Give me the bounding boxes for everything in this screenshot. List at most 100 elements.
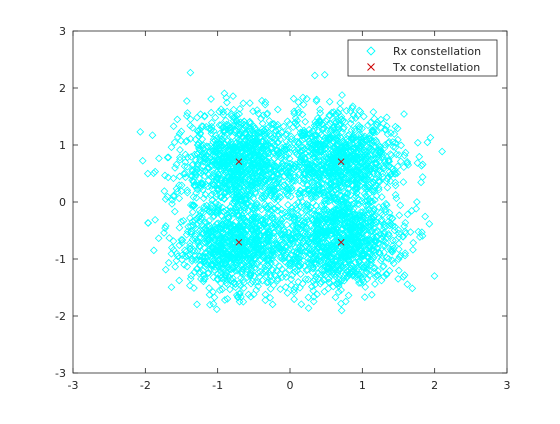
legend: Rx constellation Tx constellation (347, 39, 498, 77)
rx-point (370, 267, 379, 276)
rx-point (226, 220, 235, 228)
rx-point (186, 222, 195, 230)
rx-point (399, 273, 408, 281)
rx-point (230, 166, 239, 174)
rx-point (214, 223, 223, 232)
rx-point (208, 262, 217, 270)
rx-point (344, 255, 353, 263)
rx-point (305, 249, 314, 257)
rx-point (385, 208, 394, 217)
rx-point (148, 131, 157, 140)
rx-point (206, 300, 214, 309)
rx-point (365, 135, 373, 144)
rx-point (208, 231, 217, 240)
rx-point (208, 208, 216, 217)
rx-point (232, 126, 240, 135)
rx-point (183, 227, 192, 236)
rx-point (417, 161, 426, 170)
rx-point (238, 201, 247, 210)
rx-point (373, 118, 382, 127)
rx-point (354, 254, 363, 263)
rx-point (216, 245, 225, 253)
rx-point (271, 179, 280, 188)
rx-point (262, 161, 270, 170)
rx-point (217, 193, 226, 202)
rx-point (315, 157, 324, 165)
rx-point (340, 149, 348, 158)
rx-point (352, 136, 361, 145)
rx-point (371, 263, 379, 272)
rx-point (312, 233, 321, 242)
rx-point (340, 145, 348, 154)
rx-point (206, 191, 215, 200)
rx-point (244, 243, 252, 252)
rx-point (318, 247, 326, 256)
rx-point (281, 252, 289, 260)
rx-point (223, 136, 231, 145)
rx-point (270, 239, 279, 248)
rx-point (226, 140, 235, 149)
rx-point (317, 277, 326, 286)
rx-point (351, 192, 360, 201)
rx-point (238, 196, 246, 205)
rx-point (312, 120, 321, 129)
rx-point (389, 244, 398, 253)
rx-point (234, 293, 242, 302)
rx-point (207, 162, 216, 171)
rx-point (322, 227, 331, 236)
rx-point (349, 225, 357, 234)
rx-point (355, 125, 364, 133)
rx-point (205, 147, 214, 156)
rx-point (314, 244, 323, 252)
rx-point (273, 202, 282, 211)
rx-point (394, 275, 403, 283)
rx-point (318, 147, 326, 156)
rx-point (387, 163, 396, 172)
rx-point (239, 261, 248, 269)
rx-point (223, 107, 232, 116)
rx-point (235, 183, 244, 192)
rx-point (209, 227, 217, 236)
rx-point (207, 129, 216, 138)
rx-point (314, 228, 322, 237)
rx-point (370, 128, 379, 137)
rx-point (265, 116, 274, 125)
rx-point (326, 135, 334, 143)
rx-point (284, 208, 292, 217)
rx-point (273, 120, 282, 129)
rx-point (246, 271, 255, 280)
rx-point (367, 156, 376, 164)
rx-point (179, 216, 188, 225)
rx-point (154, 234, 163, 243)
rx-point (268, 265, 277, 274)
rx-point (229, 226, 237, 235)
rx-point (299, 188, 308, 197)
rx-point (283, 169, 292, 177)
rx-point (326, 111, 335, 120)
rx-point (366, 144, 375, 153)
x-tick-label: 2 (431, 379, 438, 392)
rx-point (305, 231, 314, 240)
rx-points-layer (136, 68, 446, 315)
rx-point (268, 251, 277, 260)
rx-point (215, 144, 223, 153)
rx-point (182, 97, 191, 105)
rx-point (261, 100, 270, 109)
rx-point (309, 198, 317, 207)
rx-point (338, 128, 347, 136)
rx-point (149, 169, 158, 178)
rx-point (313, 225, 322, 233)
rx-point (188, 221, 197, 229)
rx-point (237, 128, 246, 136)
rx-point (190, 284, 198, 292)
rx-point (341, 218, 349, 227)
rx-point (198, 180, 207, 189)
legend-tx-label: Tx constellation (392, 61, 480, 74)
rx-point (247, 265, 256, 274)
rx-point (275, 242, 283, 251)
rx-point (311, 131, 319, 140)
rx-point (274, 148, 283, 157)
rx-point (314, 211, 323, 220)
rx-point (339, 153, 348, 161)
rx-point (290, 145, 299, 154)
